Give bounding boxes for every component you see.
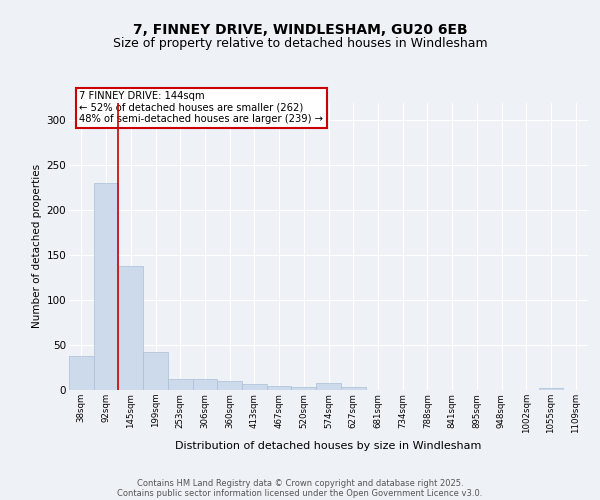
Y-axis label: Number of detached properties: Number of detached properties	[32, 164, 43, 328]
X-axis label: Distribution of detached houses by size in Windlesham: Distribution of detached houses by size …	[175, 442, 482, 452]
Text: Contains HM Land Registry data © Crown copyright and database right 2025.: Contains HM Land Registry data © Crown c…	[137, 478, 463, 488]
Bar	[267, 386, 292, 390]
Bar	[168, 379, 193, 390]
Bar	[242, 384, 267, 390]
Bar	[292, 388, 316, 390]
Bar	[193, 379, 217, 390]
Bar	[539, 388, 563, 390]
Bar	[69, 356, 94, 390]
Bar	[316, 383, 341, 390]
Text: 7, FINNEY DRIVE, WINDLESHAM, GU20 6EB: 7, FINNEY DRIVE, WINDLESHAM, GU20 6EB	[133, 22, 467, 36]
Bar	[341, 388, 365, 390]
Bar	[94, 184, 118, 390]
Bar	[217, 381, 242, 390]
Text: Size of property relative to detached houses in Windlesham: Size of property relative to detached ho…	[113, 38, 487, 51]
Text: Contains public sector information licensed under the Open Government Licence v3: Contains public sector information licen…	[118, 488, 482, 498]
Bar	[118, 266, 143, 390]
Bar	[143, 352, 168, 390]
Text: 7 FINNEY DRIVE: 144sqm
← 52% of detached houses are smaller (262)
48% of semi-de: 7 FINNEY DRIVE: 144sqm ← 52% of detached…	[79, 91, 323, 124]
